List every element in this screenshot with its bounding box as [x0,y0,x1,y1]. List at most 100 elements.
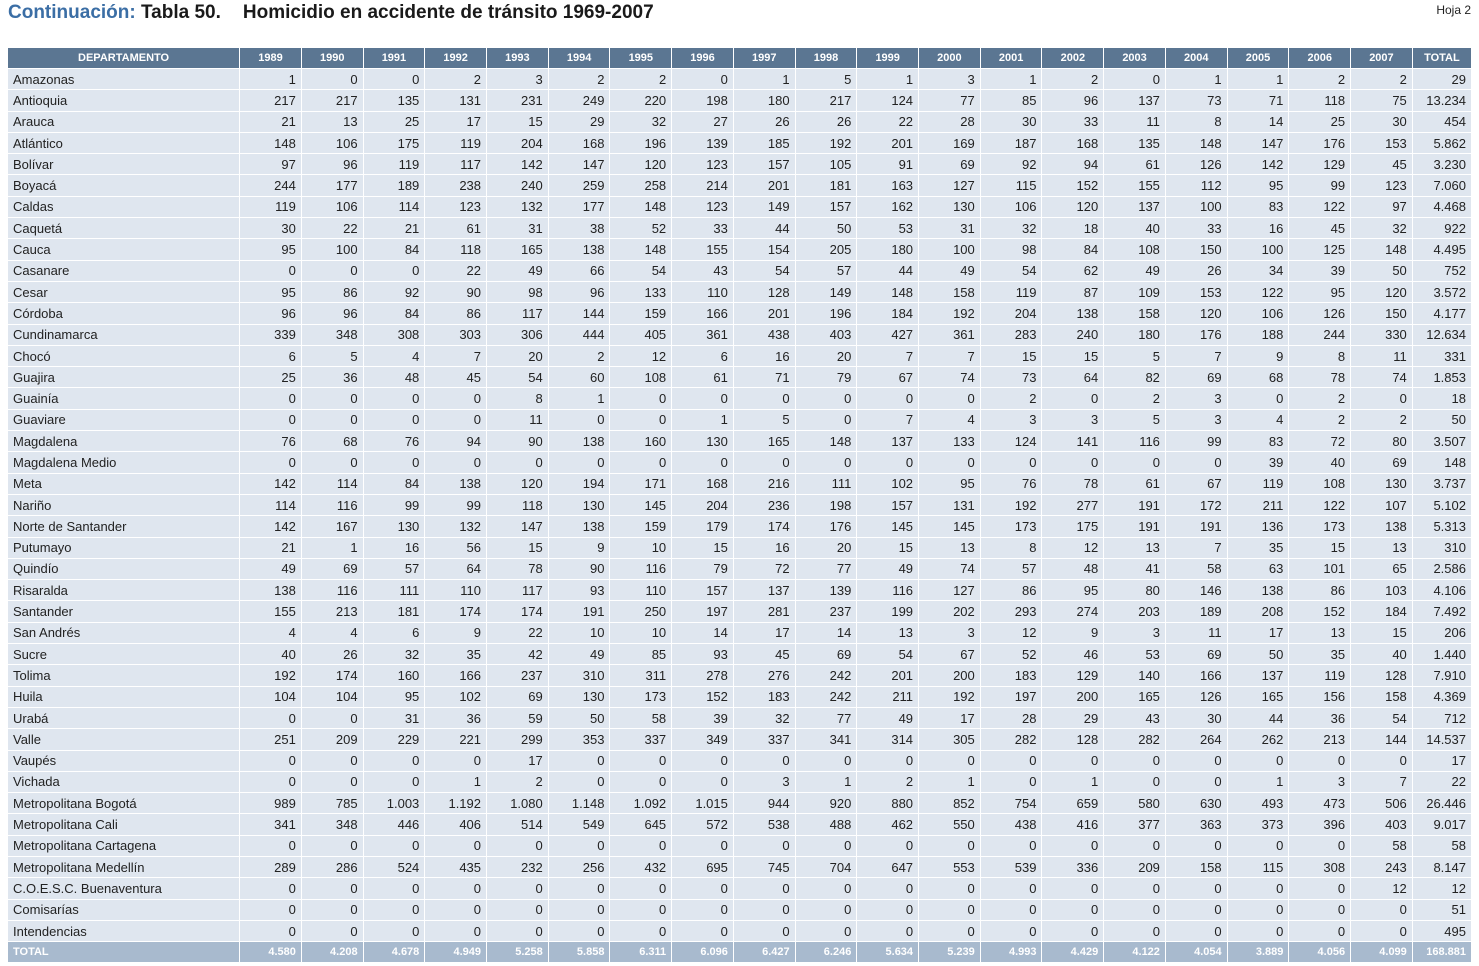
cell: 1 [1226,770,1290,794]
column-header: 2005 [1226,47,1290,69]
cell: 78 [1288,366,1352,389]
cell: 922 [1411,217,1473,240]
total-cell: 5.858 [547,941,611,964]
cell: 21 [239,110,302,133]
cell: 1 [671,408,734,432]
total-cell: 4.099 [1350,941,1413,964]
cell: 130 [547,685,611,708]
cell: 264 [1164,728,1228,751]
cell: 0 [239,770,302,794]
cell: 0 [918,451,981,474]
cell: 30 [1164,706,1228,730]
cell: 91 [856,153,920,176]
cell: 122 [1288,195,1352,219]
cell: 58 [1164,557,1228,581]
cell: 3.572 [1411,280,1473,304]
cell: 122 [1288,493,1352,517]
cell: 1 [1164,67,1228,91]
cell: 20 [794,344,858,368]
cell: 54 [979,259,1043,282]
cell: 0 [609,898,673,921]
cell: 21 [239,536,302,559]
cell: 130 [671,430,734,453]
cell: 198 [671,89,734,112]
cell: 183 [979,664,1043,687]
cell: 74 [1350,366,1413,389]
cell: 0 [1288,749,1352,772]
cell: 181 [362,600,426,623]
row-label: Guainía [6,387,241,410]
cell: 0 [300,408,364,432]
cell: 0 [918,877,981,900]
cell: 69 [1350,451,1413,474]
cell: 2 [547,67,611,91]
cell: 240 [1041,323,1105,346]
row-label: Cundinamarca [6,323,241,346]
cell: 49 [1103,259,1166,282]
cell: 40 [1103,217,1166,240]
cell: 0 [1103,749,1166,772]
cell: 1.853 [1411,366,1473,389]
table-row: Valle 251 209 229 221 299 353 337 349 337 341 314 30… [6,728,1473,751]
cell: 204 [486,131,549,155]
cell: 6 [239,344,302,368]
cell: 259 [547,174,611,197]
cell: 25 [239,366,302,389]
cell: 126 [1164,685,1228,708]
cell: 5.102 [1411,493,1473,517]
cell: 128 [732,280,796,304]
cell: 58 [609,706,673,730]
cell: 8 [979,536,1043,559]
cell: 0 [671,451,734,474]
cell: 90 [547,557,611,581]
table-row: C.O.E.S.C. Buenaventura 0 0 0 0 0 0 0 0 0 0 0 0 0 0 0 0 0… [6,877,1473,900]
cell: 0 [300,770,364,794]
cell: 16 [1226,217,1290,240]
total-cell: 4.993 [979,941,1043,964]
cell: 2 [1103,387,1166,410]
cell: 118 [1288,89,1352,112]
total-cell: 3.889 [1226,941,1290,964]
cell: 80 [1350,430,1413,453]
cell: 4 [239,621,302,645]
cell: 1.192 [424,792,488,815]
cell: 155 [671,238,734,261]
cell: 2 [1288,67,1352,91]
continuation: Continuación: [8,2,136,23]
cell: 138 [1041,302,1105,325]
cell: 243 [1350,855,1413,879]
cell: 148 [609,195,673,219]
cell: 1 [794,770,858,794]
cell: 647 [856,855,920,879]
cell: 20 [794,536,858,559]
cell: 128 [1041,728,1105,751]
cell: 361 [671,323,734,346]
total-cell: 4.580 [239,941,302,964]
table-row: Córdoba 96 96 84 86 117 144 159 166 201 196 184 192 2… [6,302,1473,325]
cell: 50 [547,706,611,730]
cell: 72 [1288,430,1352,453]
cell: 538 [732,813,796,836]
cell: 119 [1288,664,1352,687]
table-row: San Andrés 4 4 6 9 22 10 10 14 17 14 13 3 12 9 3 11 17 13 1… [6,621,1473,645]
cell: 196 [794,302,858,325]
cell: 237 [486,664,549,687]
cell: 0 [1041,749,1105,772]
cell: 201 [856,131,920,155]
cell: 1 [547,387,611,410]
total-cell: 5.258 [486,941,549,964]
cell: 0 [1041,387,1105,410]
cell: 220 [609,89,673,112]
cell: 49 [239,557,302,581]
cell: 0 [609,451,673,474]
row-label: Amazonas [6,67,241,91]
column-header: 2004 [1164,47,1228,69]
cell: 200 [918,664,981,687]
cell: 4.177 [1411,302,1473,325]
cell: 105 [794,153,858,176]
cell: 7 [1164,536,1228,559]
cell: 175 [1041,515,1105,538]
cell: 49 [547,643,611,666]
cell: 4.106 [1411,579,1473,602]
table-row: Metropolitana Cartagena 0 0 0 0 0 0 0 0 0 0 0 0 0 0 0 0 0… [6,834,1473,857]
